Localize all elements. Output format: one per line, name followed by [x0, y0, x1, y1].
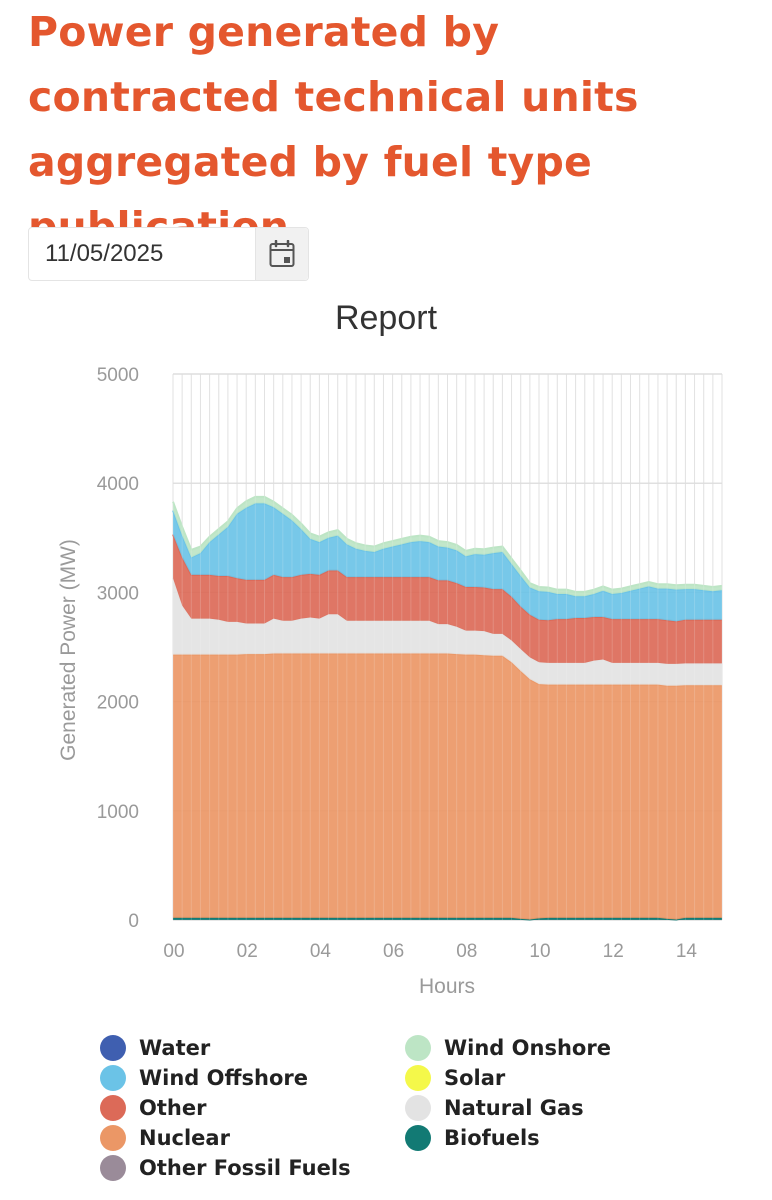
y-tick-label: 1000: [97, 802, 139, 823]
area-other: [173, 534, 722, 664]
legend-swatch: [405, 1065, 431, 1091]
legend-item-other-fossil-fuels[interactable]: Other Fossil Fuels: [100, 1153, 405, 1183]
y-tick-label: 0: [128, 911, 139, 932]
legend-swatch: [405, 1095, 431, 1121]
legend-swatch: [100, 1155, 126, 1181]
legend-label: Wind Offshore: [139, 1066, 308, 1090]
legend-label: Solar: [444, 1066, 506, 1090]
x-axis: 00 02 04 06 08 10 12 14: [163, 941, 697, 962]
area-series: [172, 374, 723, 921]
y-axis: 0 1000 2000 3000 4000 5000: [97, 365, 139, 932]
calendar-button[interactable]: [255, 228, 308, 280]
date-input[interactable]: [29, 228, 255, 280]
area-wind-onshore: [173, 496, 722, 597]
x-tick-label: 06: [383, 941, 404, 962]
y-axis-label: Generated Power (MW): [57, 539, 80, 761]
legend-label: Water: [139, 1036, 211, 1060]
x-tick-label: 02: [237, 941, 258, 962]
x-tick-label: 14: [676, 941, 698, 962]
y-tick-label: 3000: [97, 583, 139, 604]
legend-item-nuclear[interactable]: Nuclear: [100, 1123, 405, 1153]
legend-label: Nuclear: [139, 1126, 230, 1150]
legend-item-other[interactable]: Other: [100, 1093, 405, 1123]
x-tick-label: 04: [310, 941, 332, 962]
chart-title: Report: [335, 299, 438, 337]
line-wind-onshore: [172, 495, 723, 593]
legend-swatch: [100, 1065, 126, 1091]
legend-swatch: [100, 1035, 126, 1061]
legend-item-wind-onshore[interactable]: Wind Onshore: [405, 1033, 710, 1063]
x-tick-label: 00: [163, 941, 184, 962]
x-tick-label: 08: [456, 941, 477, 962]
legend-swatch: [100, 1095, 126, 1121]
date-picker[interactable]: [28, 227, 309, 281]
y-tick-label: 4000: [97, 474, 139, 495]
legend-item-water[interactable]: Water: [100, 1033, 405, 1063]
area-wind-offshore: [173, 503, 722, 622]
legend-item-solar[interactable]: Solar: [405, 1063, 710, 1093]
x-tick-label: 10: [529, 941, 550, 962]
report-chart: Report 0 1000 2000 3000 4000 5000 00 02 04 06 08 1…: [57, 299, 723, 998]
legend-label: Other Fossil Fuels: [139, 1156, 351, 1180]
page-title: Power generated by contracted technical …: [28, 8, 639, 251]
legend-label: Other: [139, 1096, 207, 1120]
legend-item-biofuels[interactable]: Biofuels: [405, 1123, 710, 1153]
legend-swatch: [405, 1035, 431, 1061]
area-nuclear: [173, 653, 722, 920]
legend-swatch: [405, 1125, 431, 1151]
legend-item-natural-gas[interactable]: Natural Gas: [405, 1093, 710, 1123]
legend-swatch: [100, 1125, 126, 1151]
x-axis-label: Hours: [419, 975, 475, 998]
legend: Water Wind Onshore Wind Offshore Solar Other…: [100, 1033, 740, 1183]
legend-label: Natural Gas: [444, 1096, 584, 1120]
calendar-icon: [269, 240, 295, 267]
legend-label: Biofuels: [444, 1126, 540, 1150]
legend-item-wind-offshore[interactable]: Wind Offshore: [100, 1063, 405, 1093]
area-natural-gas: [173, 578, 722, 686]
y-tick-label: 5000: [97, 365, 139, 386]
legend-label: Wind Onshore: [444, 1036, 611, 1060]
y-tick-label: 2000: [97, 693, 139, 714]
x-tick-label: 12: [603, 941, 624, 962]
